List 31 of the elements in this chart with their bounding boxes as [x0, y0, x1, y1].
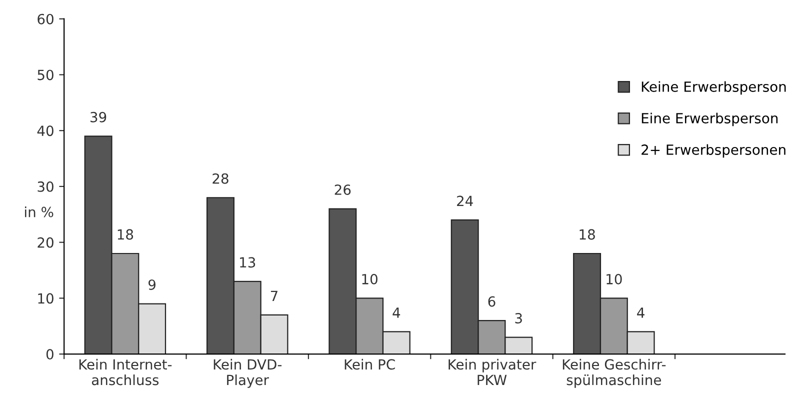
data-label: 4 — [392, 308, 400, 318]
y-tick-label: 10 — [38, 293, 54, 304]
legend-label: Eine Erwerbsperson — [642, 112, 778, 126]
y-axis-title: in % — [25, 206, 54, 218]
data-label: 13 — [240, 257, 256, 268]
y-tick-label: 60 — [38, 14, 54, 24]
x-tick-label: Kein DVD- Player — [214, 358, 282, 388]
x-tick-label: Kein Internet- anschluss — [79, 358, 172, 386]
data-label: 26 — [334, 184, 351, 195]
x-tick-label: Kein PC — [344, 358, 395, 370]
y-tick-label: 20 — [38, 237, 54, 248]
data-label: 18 — [580, 229, 595, 240]
data-label: 3 — [515, 312, 522, 324]
data-label: 24 — [457, 196, 473, 206]
data-label: 18 — [118, 229, 134, 240]
data-label: 28 — [212, 173, 228, 184]
y-tick-label: 40 — [37, 126, 54, 136]
data-label: 9 — [148, 279, 156, 290]
y-tick-label: 30 — [38, 181, 54, 192]
y-tick-label: 50 — [38, 70, 54, 80]
legend-label: 2+ Erwerbspersonen — [642, 144, 786, 158]
data-label: 6 — [488, 296, 496, 307]
data-label: 39 — [90, 112, 106, 122]
data-label: 10 — [606, 274, 622, 284]
data-label: 7 — [270, 290, 278, 301]
y-tick-label: 0 — [46, 349, 54, 360]
x-tick-label: Keine Geschirr- spülmaschine — [562, 358, 666, 388]
legend-label: Keine Erwerbsperson — [642, 81, 786, 95]
x-tick-label: Kein privater PKW — [448, 358, 536, 386]
data-label: 10 — [362, 274, 378, 284]
data-label: 4 — [637, 308, 644, 318]
